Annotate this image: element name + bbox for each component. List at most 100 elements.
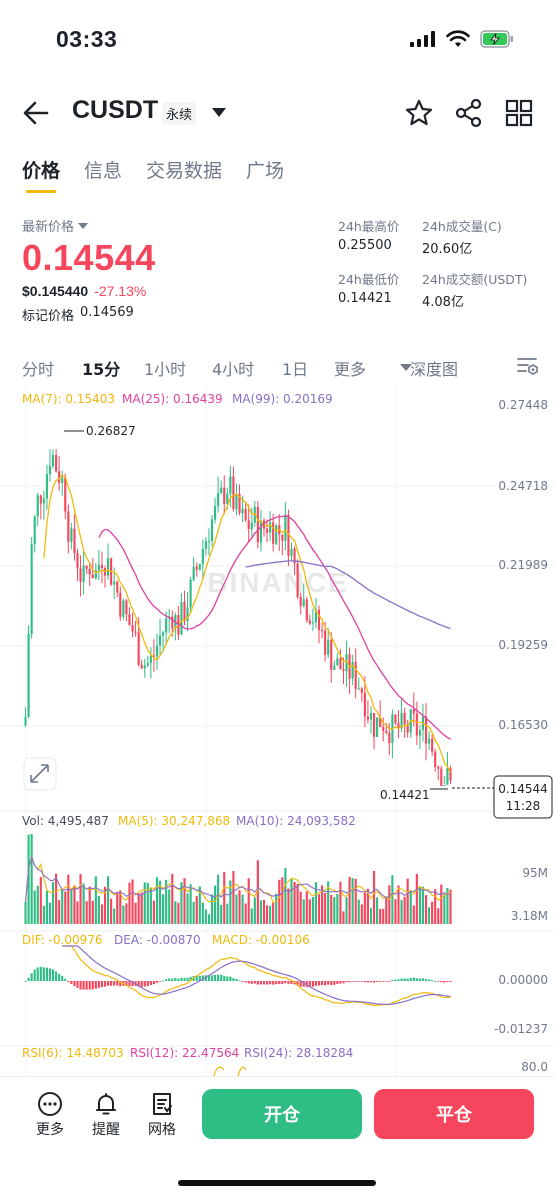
macd-histogram-bar [235, 978, 238, 981]
depth-chart-tab[interactable]: 深度图 [410, 360, 459, 379]
chevron-down-icon[interactable] [212, 108, 226, 117]
candle-body [238, 493, 241, 514]
volume-bar [168, 889, 171, 924]
macd-histogram-bar [165, 979, 168, 981]
volume-bar [336, 893, 339, 924]
macd-histogram-bar [76, 981, 79, 988]
macd-histogram-bar [369, 981, 373, 983]
volume-bar [446, 888, 449, 924]
macd-histogram-bar [210, 975, 214, 981]
expand-icon [30, 764, 49, 783]
candle-body [363, 692, 366, 717]
interval-1h[interactable]: 1小时 [144, 360, 187, 379]
macd-histogram-bar [51, 969, 55, 981]
macd-histogram-bar [247, 981, 250, 984]
open-position-button[interactable]: 开仓 [202, 1089, 362, 1139]
volume-bar [321, 885, 324, 924]
macd-histogram-bar [91, 981, 94, 990]
volume-bar [333, 897, 336, 924]
macd-histogram-bar [431, 980, 434, 981]
back-arrow-icon[interactable] [22, 100, 50, 126]
candle-body [400, 712, 403, 729]
volume-bar [177, 902, 180, 924]
macd-histogram-bar [82, 981, 85, 990]
candle-body [403, 712, 406, 725]
volume-bar [241, 894, 244, 924]
dea-legend: DEA: -0.00870 [114, 933, 201, 947]
tab-trading-data[interactable]: 交易数据 [146, 160, 223, 182]
24h-high-label: 24h最高价 [338, 219, 400, 234]
macd-histogram-bar [158, 981, 162, 982]
share-icon[interactable] [454, 98, 484, 128]
grid-icon[interactable] [504, 98, 534, 128]
macd-histogram-bar [88, 981, 91, 990]
volume-bar [201, 902, 204, 924]
home-indicator [178, 1180, 376, 1186]
interval-time-share[interactable]: 分时 [22, 360, 55, 379]
macd-histogram-bar [64, 978, 67, 981]
candle-body [336, 658, 339, 666]
volume-bar [308, 899, 311, 924]
volume-bar [317, 894, 321, 924]
volume-bar [55, 873, 58, 924]
volume-bar [51, 882, 55, 924]
close-position-button[interactable]: 平仓 [374, 1089, 534, 1139]
volume-bar [158, 880, 162, 924]
volume-bar [45, 890, 48, 924]
candle-body [158, 635, 162, 646]
tab-info[interactable]: 信息 [84, 160, 123, 182]
interval-15m[interactable]: 15分 [82, 360, 121, 379]
candle-body [171, 616, 174, 629]
macd-histogram-bar [333, 981, 336, 985]
volume-bar [67, 874, 70, 924]
interval-1d[interactable]: 1日 [282, 360, 309, 379]
interval-4h[interactable]: 4小时 [212, 360, 255, 379]
volume-bar [345, 897, 348, 924]
macd-histogram-bar [149, 981, 152, 985]
current-price-tag: 0.14544 [498, 782, 548, 796]
candle-body [195, 566, 198, 570]
more-chevron-down-icon[interactable] [400, 364, 412, 371]
candle-body [299, 596, 302, 606]
macd-histogram-bar [363, 981, 366, 983]
star-icon[interactable] [404, 98, 434, 128]
macd-histogram-bar [146, 981, 149, 986]
volume-bar [122, 905, 125, 924]
macd-histogram-bar [342, 981, 345, 984]
candle-body [183, 601, 186, 622]
tab-price[interactable]: 价格 [22, 156, 60, 193]
macd-histogram-bar [94, 981, 97, 989]
candle-body [339, 658, 342, 670]
interval-more[interactable]: 更多 [334, 360, 367, 379]
candle-body [45, 474, 48, 499]
volume-bar [342, 911, 345, 924]
volume-bar [226, 903, 229, 924]
latest-price-selector[interactable]: 最新价格 [22, 216, 322, 235]
tab-square[interactable]: 广场 [246, 160, 285, 182]
volume-bar [155, 877, 159, 924]
chart-settings-icon[interactable] [516, 354, 540, 378]
more-button[interactable]: 更多 [30, 1091, 70, 1139]
candle-body [418, 729, 421, 736]
volume-bar [192, 901, 195, 924]
macd-histogram-bar [45, 967, 48, 981]
pair-title[interactable]: CUSDT [72, 96, 159, 124]
candle-body [366, 716, 369, 720]
volume-bar [281, 877, 284, 924]
macd-histogram-bar [107, 981, 110, 986]
macd-histogram-bar [265, 981, 269, 985]
volume-bar [39, 877, 42, 924]
macd-histogram-bar [391, 980, 394, 981]
macd-histogram-bar [97, 981, 100, 988]
macd-histogram-bar [262, 981, 266, 985]
macd-histogram-bar [388, 981, 391, 982]
volume-bar [82, 883, 85, 924]
macd-histogram-bar [58, 973, 61, 981]
volume-bar [94, 876, 97, 924]
grid-bot-button[interactable]: 网格 [142, 1091, 182, 1139]
volume-bar [272, 902, 275, 924]
candle-body [388, 732, 391, 744]
kline-chart[interactable]: BINANCE MA(7): 0.15403 MA(25): 0.16439 M… [0, 386, 554, 1076]
alert-button[interactable]: 提醒 [86, 1091, 126, 1139]
volume-bar [210, 894, 214, 924]
